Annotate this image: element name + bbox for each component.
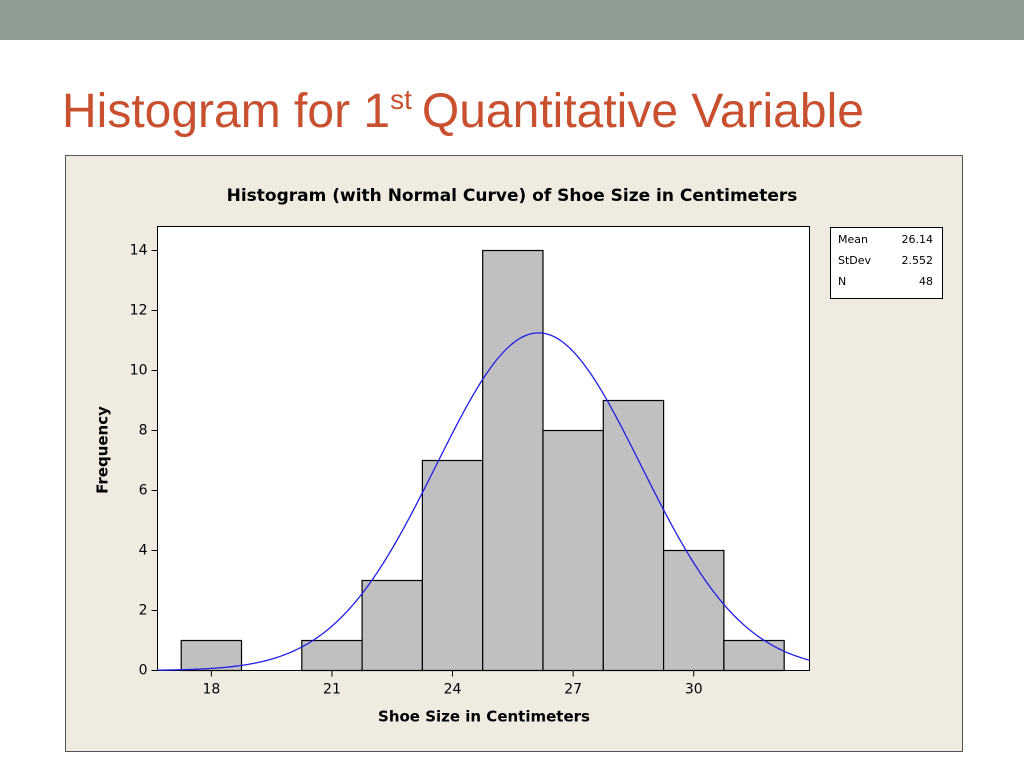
- stats-label: StDev: [838, 254, 872, 267]
- x-tick-label: 21: [323, 682, 341, 698]
- stats-value: 2.552: [902, 254, 934, 267]
- stats-label: Mean: [838, 233, 868, 246]
- bar: [421, 459, 484, 672]
- stats-value: 26.14: [902, 233, 934, 246]
- x-tick-label: 18: [202, 682, 220, 698]
- title-superscript: st: [390, 84, 412, 115]
- stats-box: [830, 227, 943, 299]
- top-bar: [0, 0, 1024, 40]
- y-tick-label: 8: [139, 423, 148, 439]
- title-text: Histogram for 1: [62, 85, 391, 138]
- y-tick-label: 12: [130, 303, 148, 319]
- bar: [662, 549, 725, 672]
- bar: [542, 429, 604, 672]
- bar: [301, 639, 363, 672]
- y-tick-label: 0: [139, 663, 148, 679]
- chart-title: Histogram (with Normal Curve) of Shoe Si…: [227, 186, 798, 206]
- bar: [723, 639, 785, 672]
- y-axis-label: Frequency: [94, 406, 112, 494]
- stats-value: 48: [919, 275, 933, 288]
- x-axis-label: Shoe Size in Centimeters: [378, 708, 590, 726]
- slide-title: Histogram for 1st Quantitative Variable: [62, 86, 864, 136]
- x-tick-label: 27: [564, 682, 582, 698]
- y-tick-label: 14: [130, 243, 148, 259]
- bar: [180, 639, 243, 672]
- bar: [361, 579, 424, 672]
- title-text: Quantitative Variable: [421, 85, 864, 138]
- y-tick-label: 4: [139, 543, 148, 559]
- bar: [482, 249, 544, 672]
- x-tick-label: 30: [685, 682, 703, 698]
- stats-label: N: [838, 275, 846, 288]
- normal-curve: [157, 332, 810, 671]
- bar: [602, 399, 665, 672]
- y-tick-label: 6: [139, 483, 148, 499]
- x-tick-label: 24: [444, 682, 462, 698]
- y-tick-label: 10: [130, 363, 148, 379]
- y-tick-label: 2: [139, 603, 148, 619]
